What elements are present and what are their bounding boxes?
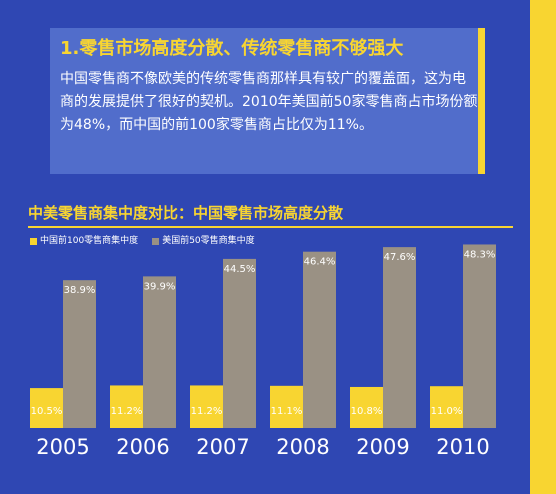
bar-us-2007 <box>223 258 256 428</box>
bar-china-2010 <box>430 386 463 428</box>
bar-china-2006 <box>110 385 143 428</box>
data-label-china-2010: 11.0% <box>431 406 463 417</box>
data-label-us-2009: 47.6% <box>384 252 416 263</box>
data-label-china-2008: 11.1% <box>271 406 303 417</box>
x-tick-2010: 2010 <box>436 435 489 459</box>
data-label-china-2009: 10.8% <box>351 406 383 417</box>
panel-body: 中国零售商不像欧美的传统零售商那样具有较广的覆盖面，这为电商的发展提供了很好的契… <box>60 71 478 133</box>
bar-us-2010 <box>463 244 496 428</box>
data-label-us-2008: 46.4% <box>304 257 336 268</box>
chart-legend: 中国前100零售商集中度 美国前50零售商集中度 <box>30 235 255 247</box>
data-label-us-2007: 44.5% <box>224 264 256 275</box>
bar-us-2006 <box>143 276 176 428</box>
data-label-us-2005: 38.9% <box>64 285 96 296</box>
info-panel <box>50 28 485 174</box>
legend-swatch-china <box>30 237 37 245</box>
data-label-us-2006: 39.9% <box>144 281 176 292</box>
legend-item-us: 美国前50零售商集中度 <box>152 235 255 247</box>
legend-label-china: 中国前100零售商集中度 <box>40 236 139 246</box>
x-tick-2009: 2009 <box>356 435 409 459</box>
legend-label-us: 美国前50零售商集中度 <box>162 236 255 246</box>
bar-china-2008 <box>270 385 303 428</box>
x-tick-2006: 2006 <box>116 435 169 459</box>
bar-us-2008 <box>303 251 336 428</box>
bar-us-2009 <box>383 247 416 428</box>
data-label-china-2006: 11.2% <box>111 406 143 417</box>
legend-item-china: 中国前100零售商集中度 <box>30 235 138 247</box>
legend-swatch-us <box>152 237 160 245</box>
bar-china-2009 <box>350 386 383 428</box>
right-accent-band <box>530 0 556 494</box>
data-label-us-2010: 48.3% <box>464 249 496 260</box>
x-tick-2007: 2007 <box>196 435 249 459</box>
panel-title: 1.零售市场高度分散、传统零售商不够强大 <box>60 38 404 59</box>
bar-china-2007 <box>190 385 223 428</box>
chart-title: 中美零售商集中度对比：中国零售市场高度分散 <box>28 204 344 222</box>
x-tick-2005: 2005 <box>36 435 89 459</box>
chart-title-rule <box>28 226 513 228</box>
bar-china-2005 <box>30 388 63 428</box>
bar-us-2005 <box>63 280 96 428</box>
data-label-china-2007: 11.2% <box>191 406 223 417</box>
x-tick-2008: 2008 <box>276 435 329 459</box>
data-label-china-2005: 10.5% <box>31 406 63 417</box>
